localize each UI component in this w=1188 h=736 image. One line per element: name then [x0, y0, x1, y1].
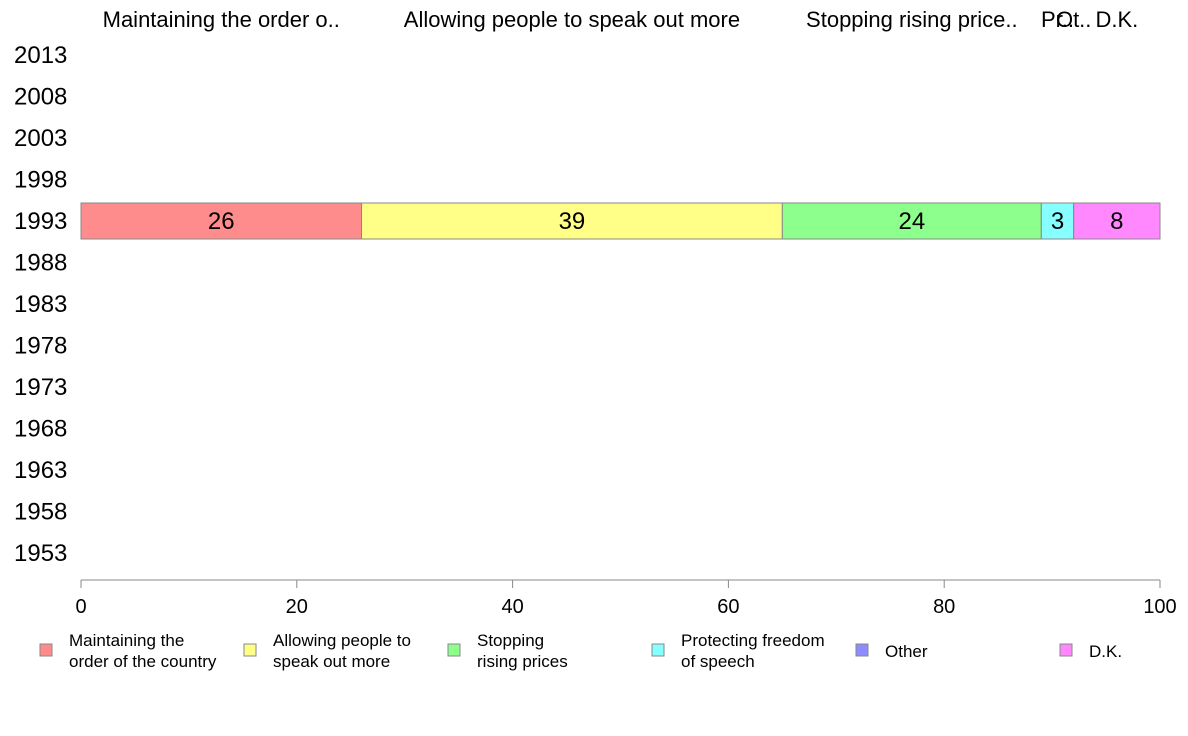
legend-label: Protecting freedom of speech [681, 631, 825, 671]
bars: 26 39 24 3 8 [80, 202, 1161, 240]
x-tick-label: 60 [717, 596, 739, 618]
y-axis-labels: 2013 2008 2003 1998 1993 1988 1983 1978 1973 1968… [14, 42, 67, 567]
bar-value-label: 26 [208, 208, 235, 235]
bar-segment [1073, 202, 1161, 240]
y-tick-label: 1983 [14, 291, 67, 318]
legend-swatch [855, 643, 869, 657]
bar-segment [1040, 202, 1075, 240]
series-header: Maintaining the order o.. [103, 7, 340, 32]
y-tick-label: 1963 [14, 457, 67, 484]
y-tick-label: 1993 [14, 208, 67, 235]
series-headers: Maintaining the order o.. Allowing people… [103, 7, 1139, 32]
legend-label: Allowing people to speak out more [273, 631, 411, 671]
bar-segment [80, 202, 363, 240]
series-header: Allowing people to speak out more [404, 7, 740, 32]
series-header: Ot.. [1056, 7, 1091, 32]
y-tick-label: 1973 [14, 374, 67, 401]
y-tick-label: 2008 [14, 84, 67, 111]
x-tick-label: 0 [75, 596, 86, 618]
bar-segment [781, 202, 1042, 240]
x-tick-label: 100 [1143, 596, 1176, 618]
legend-label: Other [885, 642, 928, 661]
y-tick-label: 2003 [14, 125, 67, 152]
x-tick-label: 80 [933, 596, 955, 618]
y-tick-label: 1978 [14, 333, 67, 360]
y-tick-label: 1953 [14, 540, 67, 567]
x-axis: 0 20 40 60 80 100 [75, 579, 1177, 618]
legend: Maintaining the order of the country Allow… [39, 631, 1122, 671]
bar-value-label: 24 [898, 208, 925, 235]
series-header: Stopping rising price.. [806, 7, 1018, 32]
bar-segment [361, 202, 783, 240]
legend-swatch [651, 643, 665, 657]
series-header: Pr.. [1041, 7, 1074, 32]
bar-value-label: 8 [1110, 208, 1123, 235]
y-tick-label: 2013 [14, 42, 67, 69]
bar-value-label: 3 [1051, 208, 1064, 235]
legend-label: Maintaining the order of the country [69, 631, 217, 671]
y-tick-label: 1998 [14, 167, 67, 194]
legend-swatch [447, 643, 461, 657]
y-tick-label: 1988 [14, 250, 67, 277]
x-tick-label: 20 [286, 596, 308, 618]
x-tick-label: 40 [501, 596, 523, 618]
legend-label: Stopping rising prices [477, 631, 568, 671]
legend-swatch [1059, 643, 1073, 657]
legend-swatch [243, 643, 257, 657]
series-header: D.K. [1095, 7, 1138, 32]
y-tick-label: 1958 [14, 499, 67, 526]
legend-label: D.K. [1089, 642, 1122, 661]
bar-value-label: 39 [559, 208, 586, 235]
legend-swatch [39, 643, 53, 657]
y-tick-label: 1968 [14, 416, 67, 443]
